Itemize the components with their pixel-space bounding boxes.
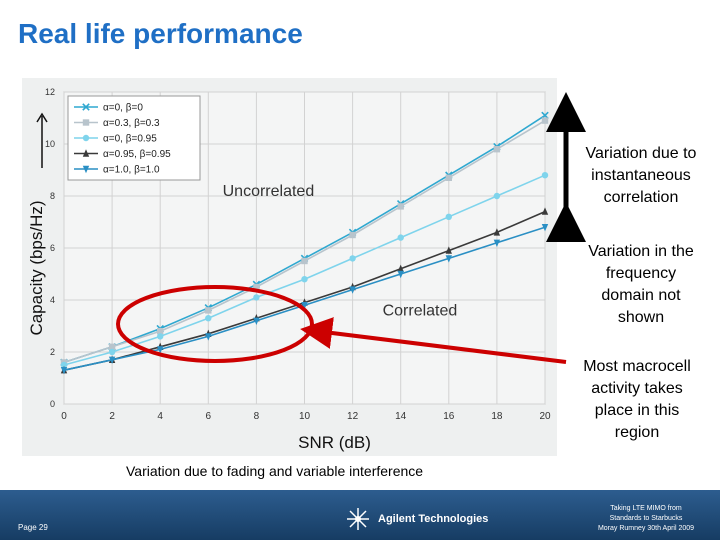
data-point <box>205 307 212 314</box>
data-point <box>157 333 164 340</box>
credit-line: Standards to Starbucks <box>609 515 683 522</box>
red-pointer-arrow <box>300 317 567 364</box>
x-tick-label: 18 <box>491 411 503 422</box>
data-point <box>349 255 356 262</box>
x-tick-label: 16 <box>443 411 455 422</box>
x-tick-label: 4 <box>157 411 163 422</box>
x-tick-label: 6 <box>206 411 212 422</box>
credit-line: Taking LTE MIMO from <box>610 505 682 512</box>
data-point <box>349 286 356 294</box>
data-point <box>253 317 260 325</box>
data-point <box>157 328 164 335</box>
page-number: Page 29 <box>18 523 48 532</box>
data-point <box>253 283 260 291</box>
data-point <box>541 117 549 124</box>
legend-label: α=0, β=0 <box>103 103 143 114</box>
footer-bar <box>0 490 720 540</box>
logo-text: Agilent Technologies <box>378 513 489 525</box>
legend-label: α=0.3, β=0.3 <box>103 118 160 129</box>
note-frequency: Variation in the frequency domain not sh… <box>575 241 707 329</box>
note-line: Variation in the <box>588 243 694 260</box>
x-tick-label: 14 <box>395 411 407 422</box>
data-point <box>445 174 452 181</box>
y-tick-label: 2 <box>50 347 55 357</box>
data-point <box>253 294 260 301</box>
data-point <box>82 165 90 174</box>
note-line: Most macrocell <box>583 358 691 375</box>
y-tick-label: 0 <box>50 399 55 409</box>
y-tick-label: 6 <box>50 243 55 253</box>
data-point <box>205 333 212 341</box>
y-axis-arrowhead <box>36 112 48 123</box>
x-tick-label: 2 <box>109 411 115 422</box>
data-point <box>397 264 404 272</box>
data-point <box>397 270 404 279</box>
x-axis-label: SNR (dB) <box>298 433 371 452</box>
note-line: region <box>614 424 660 441</box>
agilent-logo: Agilent Technologies <box>346 507 488 531</box>
y-tick-label: 4 <box>50 295 55 305</box>
note-line: activity takes <box>591 380 683 397</box>
data-point <box>397 203 404 210</box>
data-point <box>157 346 164 354</box>
legend-label: α=0, β=0.95 <box>103 134 157 145</box>
spark-icon <box>347 508 369 530</box>
x-tick-label: 8 <box>254 411 260 422</box>
credit-line: Moray Rumney 30th April 2009 <box>597 525 695 532</box>
y-axis-label: Capacity (bps/Hz) <box>27 200 46 335</box>
x-tick-label: 20 <box>539 411 551 422</box>
legend-label: α=1.0, β=1.0 <box>103 165 160 176</box>
data-point <box>82 119 90 126</box>
y-tick-label: 8 <box>50 191 55 201</box>
data-point <box>205 315 212 322</box>
data-point <box>493 228 501 236</box>
data-point <box>397 234 404 241</box>
note-line: correlation <box>603 189 679 206</box>
data-point <box>301 302 308 310</box>
note-line: Variation due to <box>585 145 697 162</box>
annotation-uncorrelated: Uncorrelated <box>223 183 315 200</box>
note-line: place in this <box>594 402 680 419</box>
slide-title: Real life performance <box>18 18 303 49</box>
data-point <box>349 231 356 239</box>
note-line: domain not <box>601 287 681 304</box>
note-line: shown <box>617 309 665 326</box>
region-ellipse <box>116 285 314 363</box>
data-point <box>108 343 116 350</box>
data-point <box>445 246 452 254</box>
chart-caption: Variation due to fading and variable int… <box>126 463 424 479</box>
data-point <box>301 276 308 283</box>
y-tick-label: 10 <box>45 139 55 149</box>
data-point <box>82 103 90 111</box>
data-point <box>60 367 68 375</box>
x-tick-label: 10 <box>299 411 311 422</box>
data-point <box>493 192 501 200</box>
legend-label: α=0.95, β=0.95 <box>103 149 171 160</box>
note-macrocell: Most macrocell activity takes place in t… <box>570 356 704 444</box>
data-point <box>60 361 68 369</box>
x-tick-label: 12 <box>347 411 359 422</box>
data-point <box>493 146 501 153</box>
footer-credit: Taking LTE MIMO from Standards to Starbu… <box>586 504 706 534</box>
data-point <box>301 257 308 265</box>
data-point <box>82 149 90 157</box>
annotation-correlated: Correlated <box>383 303 458 320</box>
data-point <box>108 348 116 356</box>
x-tick-label: 0 <box>61 411 67 422</box>
data-point <box>82 134 90 142</box>
note-line: frequency <box>605 265 677 282</box>
note-instantaneous: Variation due to instantaneous correlati… <box>575 143 707 209</box>
data-point <box>445 255 452 263</box>
capacity-chart: 0 2 4 6 8 10 12 14 16 18 20 0 2 4 6 8 10 12 SNR (dB) Capaci… <box>22 78 557 456</box>
data-point <box>108 356 116 364</box>
y-tick-label: 12 <box>45 87 55 97</box>
note-line: instantaneous <box>591 167 691 184</box>
data-point <box>493 239 501 247</box>
data-point <box>445 213 452 220</box>
